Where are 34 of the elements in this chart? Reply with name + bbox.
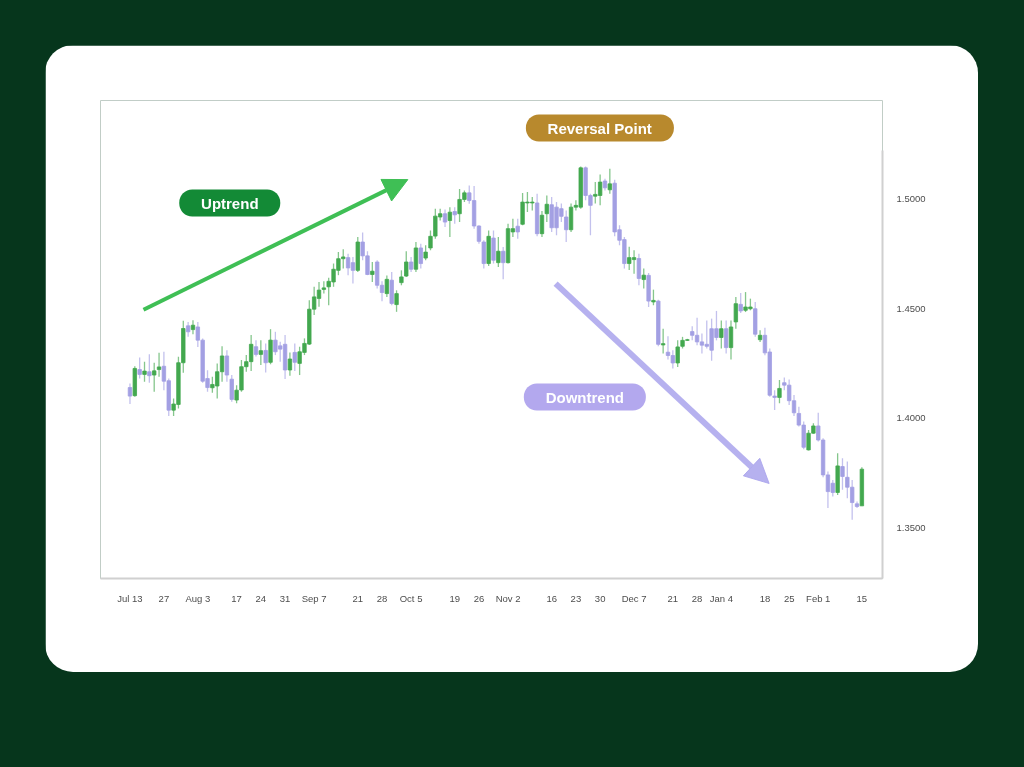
x-tick-label: 21: [667, 592, 679, 604]
x-tick-label: 26: [473, 592, 485, 604]
x-tick-label: 31: [279, 592, 291, 604]
x-tick-label: 15: [856, 592, 868, 604]
x-tick-label: 21: [352, 592, 364, 604]
x-tick-label: Aug 3: [185, 592, 211, 604]
x-tick-label: 28: [691, 592, 703, 604]
x-tick-label: 16: [546, 592, 557, 604]
x-tick-label: 23: [570, 592, 582, 604]
x-tick-label: 17: [231, 592, 242, 604]
x-tick-label: Jul 13: [117, 592, 143, 604]
x-tick-label: 24: [255, 592, 267, 604]
y-tick-label: 1.3500: [896, 522, 926, 534]
x-tick-label: Jan 4: [709, 592, 733, 604]
x-tick-label: 19: [449, 592, 461, 604]
y-tick-label: 1.5000: [896, 192, 926, 204]
candlestick: [321, 280, 326, 295]
x-tick-label: 25: [783, 592, 795, 604]
x-tick-label: 30: [594, 592, 606, 604]
x-tick-label: 18: [759, 592, 771, 604]
text: Reversal Point: [525, 114, 674, 142]
y-tick-label: 1.4000: [896, 412, 926, 424]
x-tick-label: Feb 1: [806, 592, 831, 604]
x-tick-label: Nov 2: [495, 592, 521, 604]
x-tick-label: 27: [158, 592, 170, 604]
annotation: Uptrend: [179, 189, 281, 217]
x-tick-label: Dec 7: [621, 592, 647, 604]
x-tick-label: Oct 5: [399, 592, 423, 604]
x-tick-label: Sep 7: [301, 592, 327, 604]
x-tick-label: 28: [376, 592, 388, 604]
y-tick-label: 1.4500: [896, 302, 926, 314]
annotation: Downtrend: [523, 383, 646, 411]
candlestick: [757, 329, 763, 343]
candlestick: [190, 319, 196, 335]
